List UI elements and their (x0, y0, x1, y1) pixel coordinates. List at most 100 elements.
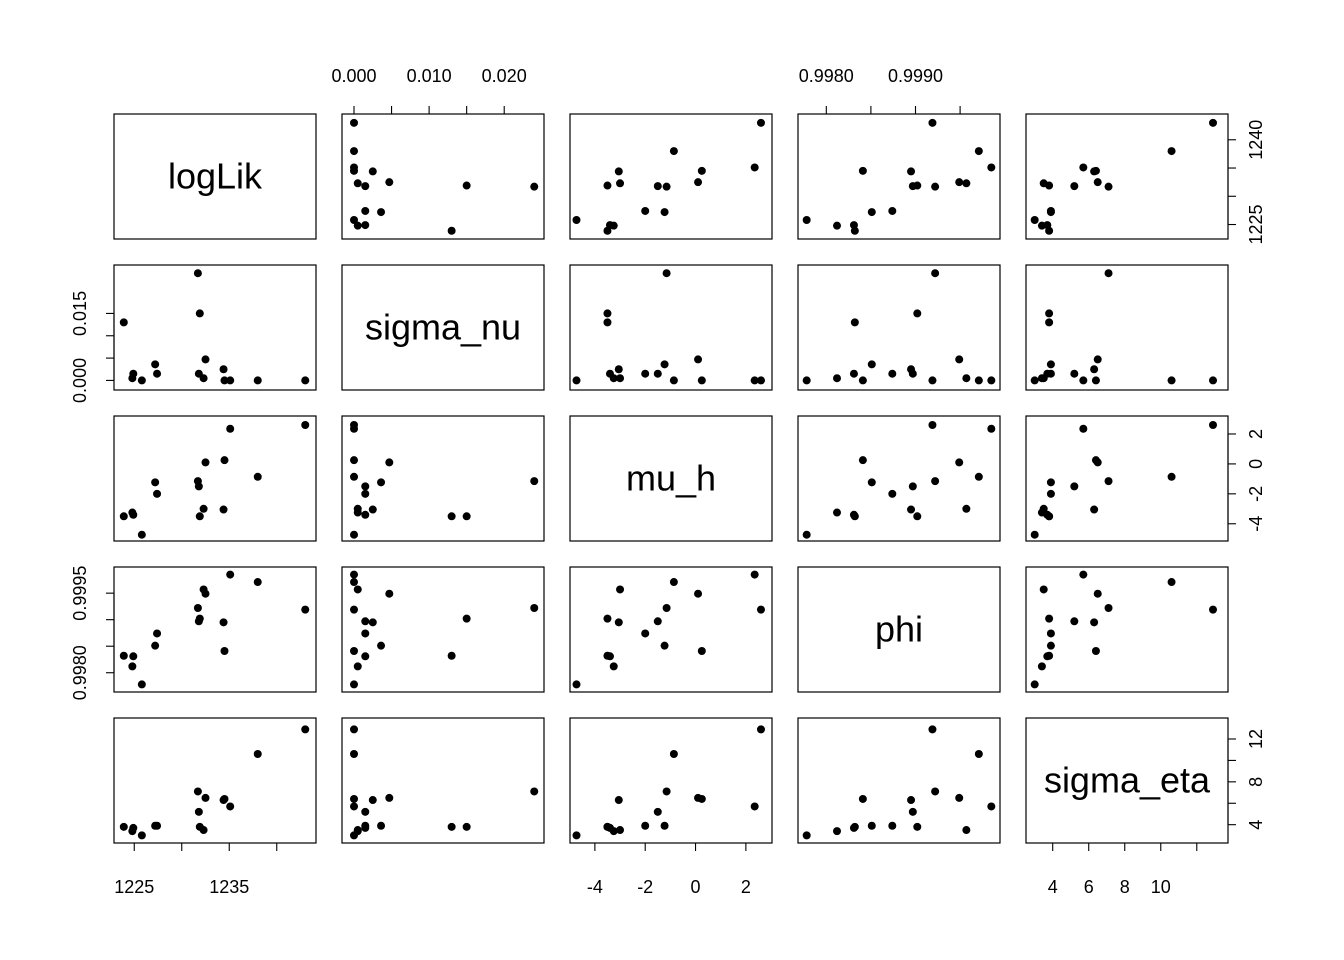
point-obs-14 (694, 589, 703, 598)
point-obs-16 (1104, 182, 1113, 191)
point-obs-9 (253, 749, 262, 758)
point-obs-2 (1037, 662, 1046, 671)
tick-label: 4 (1048, 877, 1058, 897)
point-obs-6 (361, 629, 370, 638)
point-obs-8 (220, 456, 229, 465)
panel-sigma_eta-vs-sigma_nu (341, 717, 545, 844)
point-obs-16 (193, 477, 202, 486)
tick-label: 8 (1120, 877, 1130, 897)
panel-frame (341, 113, 545, 240)
point-obs-13 (750, 163, 759, 172)
point-obs-5 (119, 822, 128, 831)
point-obs-12 (301, 725, 310, 734)
point-obs-11 (1039, 504, 1048, 513)
point-obs-12 (928, 420, 937, 429)
point-obs-12 (350, 725, 359, 734)
point-obs-2 (833, 221, 841, 230)
top-axis-sigma_nu: 0.000 0.010 0.020 (331, 66, 527, 115)
panel-frame (1025, 264, 1229, 391)
panel-phi-vs-logLik (113, 566, 317, 693)
point-obs-5 (447, 226, 456, 235)
panel-frame (569, 113, 773, 240)
point-obs-16 (193, 787, 202, 796)
point-obs-10 (361, 182, 370, 191)
point-obs-11 (353, 585, 362, 594)
point-obs-15 (913, 512, 922, 521)
panel-frame (569, 415, 773, 542)
point-obs-2 (128, 662, 137, 671)
point-obs-15 (462, 181, 471, 190)
bottom-axis-mu_h: -4 -2 0 2 (587, 842, 751, 897)
point-obs-14 (694, 178, 703, 187)
tick-label: 1225 (114, 877, 154, 897)
panel-frame (341, 415, 545, 542)
panel-frame (341, 264, 545, 391)
point-obs-10 (361, 482, 370, 491)
point-obs-13 (1079, 376, 1088, 385)
point-obs-7 (907, 167, 916, 176)
point-obs-12 (928, 725, 937, 734)
point-obs-16 (530, 477, 539, 486)
panel-frame (341, 717, 545, 844)
point-obs-10 (653, 369, 662, 378)
panel-mu_h-vs-mu_h: mu_h (569, 415, 773, 542)
point-obs-15 (462, 512, 471, 521)
point-obs-13 (750, 570, 759, 579)
point-obs-1 (802, 530, 811, 539)
point-obs-12 (1209, 420, 1217, 429)
point-obs-2 (833, 508, 841, 517)
panel-sigma_eta-vs-sigma_eta: sigma_eta (1025, 717, 1229, 844)
point-obs-13 (226, 376, 235, 385)
point-obs-8 (350, 794, 359, 803)
point-obs-16 (1104, 269, 1113, 278)
point-obs-1 (802, 831, 811, 840)
point-obs-14 (385, 793, 394, 802)
point-obs-6 (641, 369, 650, 378)
point-obs-9 (1167, 578, 1176, 587)
point-obs-14 (201, 355, 210, 364)
point-obs-11 (353, 504, 362, 513)
point-obs-4 (377, 821, 386, 830)
panel-frame (1025, 415, 1229, 542)
panel-phi-vs-sigma_nu (341, 566, 545, 693)
tick-label: -4 (587, 877, 603, 897)
point-obs-15 (462, 822, 471, 831)
point-obs-11 (962, 374, 971, 383)
panel-frame (1025, 113, 1229, 240)
point-obs-13 (226, 424, 235, 433)
point-obs-6 (361, 206, 370, 215)
point-obs-4 (377, 208, 386, 217)
point-obs-1 (1030, 216, 1039, 225)
panel-frame (797, 415, 1001, 542)
panel-frame (113, 566, 317, 693)
point-obs-4 (660, 208, 669, 217)
tick-label: 0.9990 (888, 66, 943, 86)
point-obs-9 (974, 147, 983, 156)
point-obs-4 (1046, 641, 1055, 650)
point-obs-4 (660, 641, 669, 650)
bottom-axis-logLik: 1225 1235 (114, 842, 278, 897)
point-obs-8 (697, 376, 706, 385)
tick-label: 0.000 (70, 358, 90, 403)
tick-label: 1235 (209, 877, 249, 897)
point-obs-1 (137, 831, 146, 840)
point-obs-6 (888, 369, 897, 378)
point-obs-12 (301, 605, 310, 614)
point-obs-6 (153, 629, 162, 638)
point-obs-1 (137, 680, 146, 689)
point-obs-8 (350, 646, 359, 655)
point-obs-14 (955, 793, 964, 802)
point-obs-15 (462, 614, 471, 623)
point-obs-11 (353, 826, 362, 835)
panel-phi-vs-mu_h (569, 566, 773, 693)
point-obs-14 (955, 458, 964, 467)
point-obs-15 (195, 512, 204, 521)
point-obs-5 (1045, 651, 1054, 660)
point-obs-3 (361, 652, 370, 661)
panel-logLik-vs-sigma_nu (341, 113, 545, 240)
point-obs-11 (1039, 374, 1048, 383)
point-obs-16 (662, 604, 671, 613)
point-obs-6 (1046, 369, 1055, 378)
tick-label: 2 (1246, 429, 1266, 439)
panel-logLik-vs-sigma_eta (1025, 113, 1229, 240)
